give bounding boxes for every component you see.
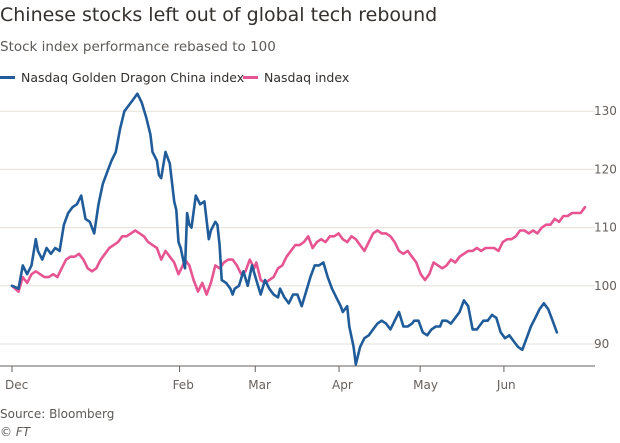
legend-label-nasdaq: Nasdaq index	[264, 70, 350, 85]
line-chart: Dec Feb Mar Apr May Jun 90 100 110 120 130	[0, 92, 617, 392]
gridlines	[0, 110, 595, 345]
legend-item-golden-dragon: Nasdaq Golden Dragon China index	[0, 70, 244, 85]
y-axis: 90 100 110 120 130	[594, 104, 617, 351]
legend-swatch-golden-dragon	[0, 76, 15, 79]
y-tick-label-110: 110	[594, 221, 617, 235]
series-line-nasdaq	[10, 205, 587, 296]
legend-item-nasdaq: Nasdaq index	[243, 70, 349, 85]
y-tick-label-120: 120	[594, 162, 617, 176]
y-tick-label-90: 90	[594, 337, 609, 351]
series-lines	[10, 92, 587, 366]
x-tick-label-dec: Dec	[5, 378, 28, 392]
y-tick-label-100: 100	[594, 279, 617, 293]
chart-title: Chinese stocks left out of global tech r…	[0, 4, 438, 26]
x-tick-label-may: May	[413, 378, 438, 392]
source-note: Source: Bloomberg	[0, 407, 115, 421]
series-line-golden-dragon	[10, 92, 559, 366]
legend-swatch-nasdaq	[243, 76, 258, 79]
chart-subtitle: Stock index performance rebased to 100	[0, 39, 276, 55]
x-tick-label-jun: Jun	[496, 378, 516, 392]
ft-credit: © FT	[0, 425, 31, 439]
x-axis: Dec Feb Mar Apr May Jun	[0, 365, 595, 392]
legend-label-golden-dragon: Nasdaq Golden Dragon China index	[21, 70, 245, 85]
x-tick-label-feb: Feb	[173, 378, 194, 392]
y-tick-label-130: 130	[594, 104, 617, 118]
x-tick-label-mar: Mar	[248, 378, 271, 392]
x-tick-label-apr: Apr	[332, 378, 353, 392]
